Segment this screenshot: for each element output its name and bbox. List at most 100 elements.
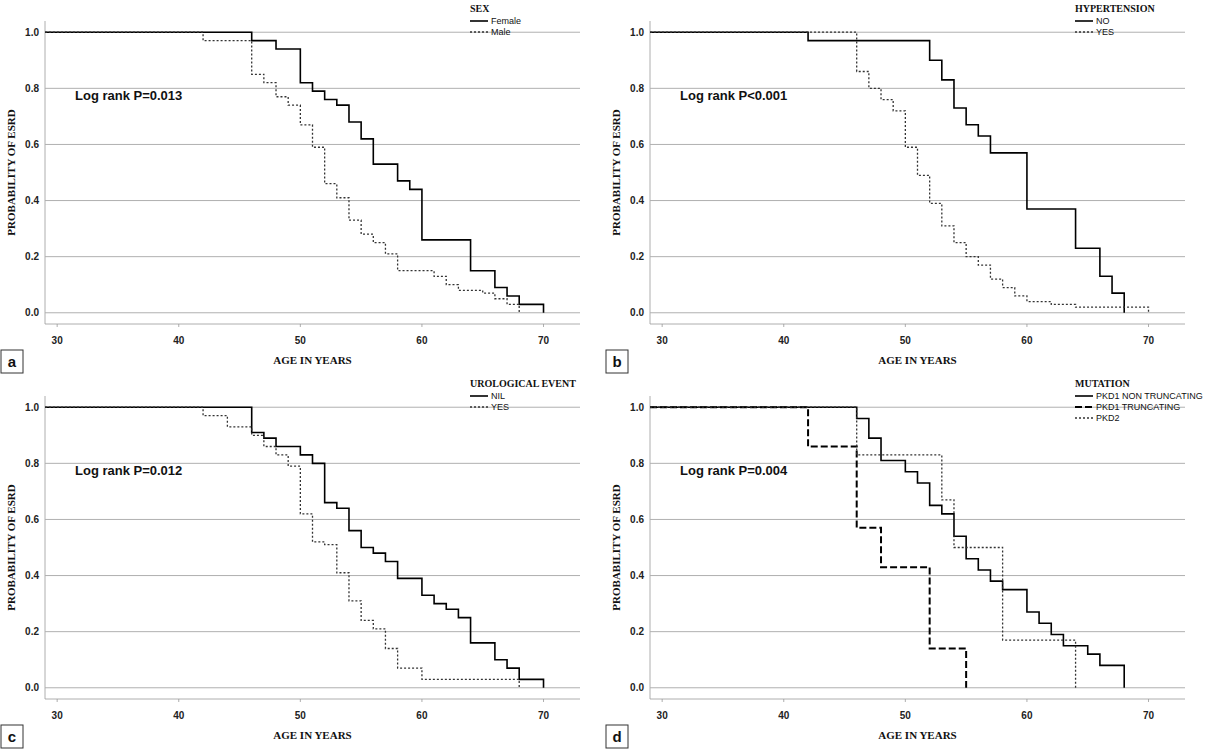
annotation: Log rank P<0.001 (680, 88, 787, 103)
x-tick (421, 699, 422, 702)
figure: 0.0 0.2 0.4 0.6 0.8 1.0 30 40 50 60 70 AGE IN YEARS… (0, 0, 1210, 749)
x-axis-line (45, 324, 580, 325)
panel-label: b (612, 353, 621, 370)
x-tick (1148, 324, 1149, 327)
annotation: Log rank P=0.012 (75, 463, 182, 478)
y-tick-label: 0.0 (630, 682, 644, 693)
x-tick (300, 324, 301, 327)
legend-swatch (470, 31, 488, 32)
grid-line (45, 687, 580, 688)
y-tick-label: 0.8 (630, 83, 644, 94)
legend-swatch (470, 395, 488, 397)
legend-swatch (1075, 31, 1093, 32)
grid-line (45, 312, 580, 313)
x-tick (421, 324, 422, 327)
grid-line (650, 519, 1185, 520)
y-axis-line (650, 396, 651, 699)
survival-curve (650, 407, 1076, 688)
legend-swatch (470, 20, 488, 22)
x-tick (543, 699, 544, 702)
x-tick-label: 40 (778, 710, 790, 721)
y-axis-label: PROBABILITY OF ESRD (610, 109, 622, 235)
y-tick-label: 0.6 (25, 514, 39, 525)
y-axis-line (45, 396, 46, 699)
y-axis-line (650, 21, 651, 324)
annotation: Log rank P=0.013 (75, 88, 182, 103)
legend-title: MUTATION (1075, 378, 1130, 389)
survival-curve (650, 32, 1124, 313)
y-tick-label: 1.0 (25, 402, 39, 413)
grid-line (650, 144, 1185, 145)
annotation: Log rank P=0.004 (680, 463, 788, 478)
y-axis-label: PROBABILITY OF ESRD (610, 484, 622, 610)
legend-swatch (470, 406, 488, 407)
panel-label: c (8, 728, 16, 745)
x-tick (300, 699, 301, 702)
grid-line (650, 200, 1185, 201)
x-axis-line (650, 324, 1185, 325)
y-tick-label: 0.2 (630, 251, 644, 262)
legend-swatch (1075, 395, 1093, 397)
panel-label: a (8, 353, 17, 370)
grid-line (45, 200, 580, 201)
series-group (45, 32, 544, 313)
grid-line (650, 312, 1185, 313)
y-tick-label: 0.8 (25, 458, 39, 469)
y-tick-label: 1.0 (630, 27, 644, 38)
legend-label: YES (1096, 27, 1114, 37)
x-tick (905, 324, 906, 327)
panel: 0.00.20.40.60.81.03040506070AGE IN YEARS… (606, 378, 1203, 748)
x-tick (905, 699, 906, 702)
x-axis-label: AGE IN YEARS (878, 354, 956, 366)
x-tick-label: 70 (1143, 710, 1155, 721)
legend-label: PKD1 NON TRUNCATING (1096, 391, 1203, 401)
x-tick-label: 50 (295, 710, 307, 721)
y-tick-label: 1.0 (630, 402, 644, 413)
panel-label-box (606, 725, 628, 748)
survival-curve (650, 407, 966, 688)
survival-curve (650, 32, 1149, 313)
x-tick (57, 699, 58, 702)
y-axis-line (45, 21, 46, 324)
x-tick-label: 60 (416, 335, 428, 346)
legend-title: HYPERTENSION (1075, 3, 1155, 14)
y-tick-label: 0.4 (630, 195, 644, 206)
x-tick (57, 324, 58, 327)
panel: 0.00.20.40.60.81.03040506070AGE IN YEARS… (1, 3, 580, 373)
x-tick (662, 324, 663, 327)
grid-line (650, 256, 1185, 257)
x-tick-label: 60 (1021, 335, 1033, 346)
x-axis-line (650, 699, 1185, 700)
y-tick-label: 0.6 (25, 139, 39, 150)
y-tick-label: 0.8 (630, 458, 644, 469)
x-tick-label: 60 (1021, 710, 1033, 721)
panel-label-box (1, 725, 23, 748)
panel: 0.00.20.40.60.81.03040506070AGE IN YEARS… (606, 3, 1185, 373)
y-tick-label: 1.0 (25, 27, 39, 38)
legend-label: Male (491, 27, 511, 37)
x-tick-label: 50 (900, 335, 912, 346)
x-tick-label: 50 (900, 710, 912, 721)
survival-curve (45, 407, 519, 688)
x-tick (1026, 699, 1027, 702)
x-tick (662, 699, 663, 702)
x-tick-label: 40 (173, 710, 185, 721)
series-group (650, 407, 1124, 688)
grid-line (45, 631, 580, 632)
panel-label-box (1, 350, 23, 373)
x-tick (543, 324, 544, 327)
legend-title: SEX (470, 3, 490, 14)
grid-line (45, 575, 580, 576)
y-axis-label: PROBABILITY OF ESRD (5, 109, 17, 235)
y-tick-label: 0.4 (25, 195, 39, 206)
legend-swatch (1075, 406, 1093, 408)
legend-label: Female (491, 16, 521, 26)
panel-label-box (606, 350, 628, 373)
legend-label: YES (491, 402, 509, 412)
y-tick-label: 0.2 (630, 626, 644, 637)
x-tick-label: 30 (657, 335, 669, 346)
legend-title: UROLOGICAL EVENT (470, 378, 576, 389)
survival-curve (650, 407, 1124, 688)
y-tick-label: 0.6 (630, 139, 644, 150)
legend-label: NIL (491, 391, 505, 401)
